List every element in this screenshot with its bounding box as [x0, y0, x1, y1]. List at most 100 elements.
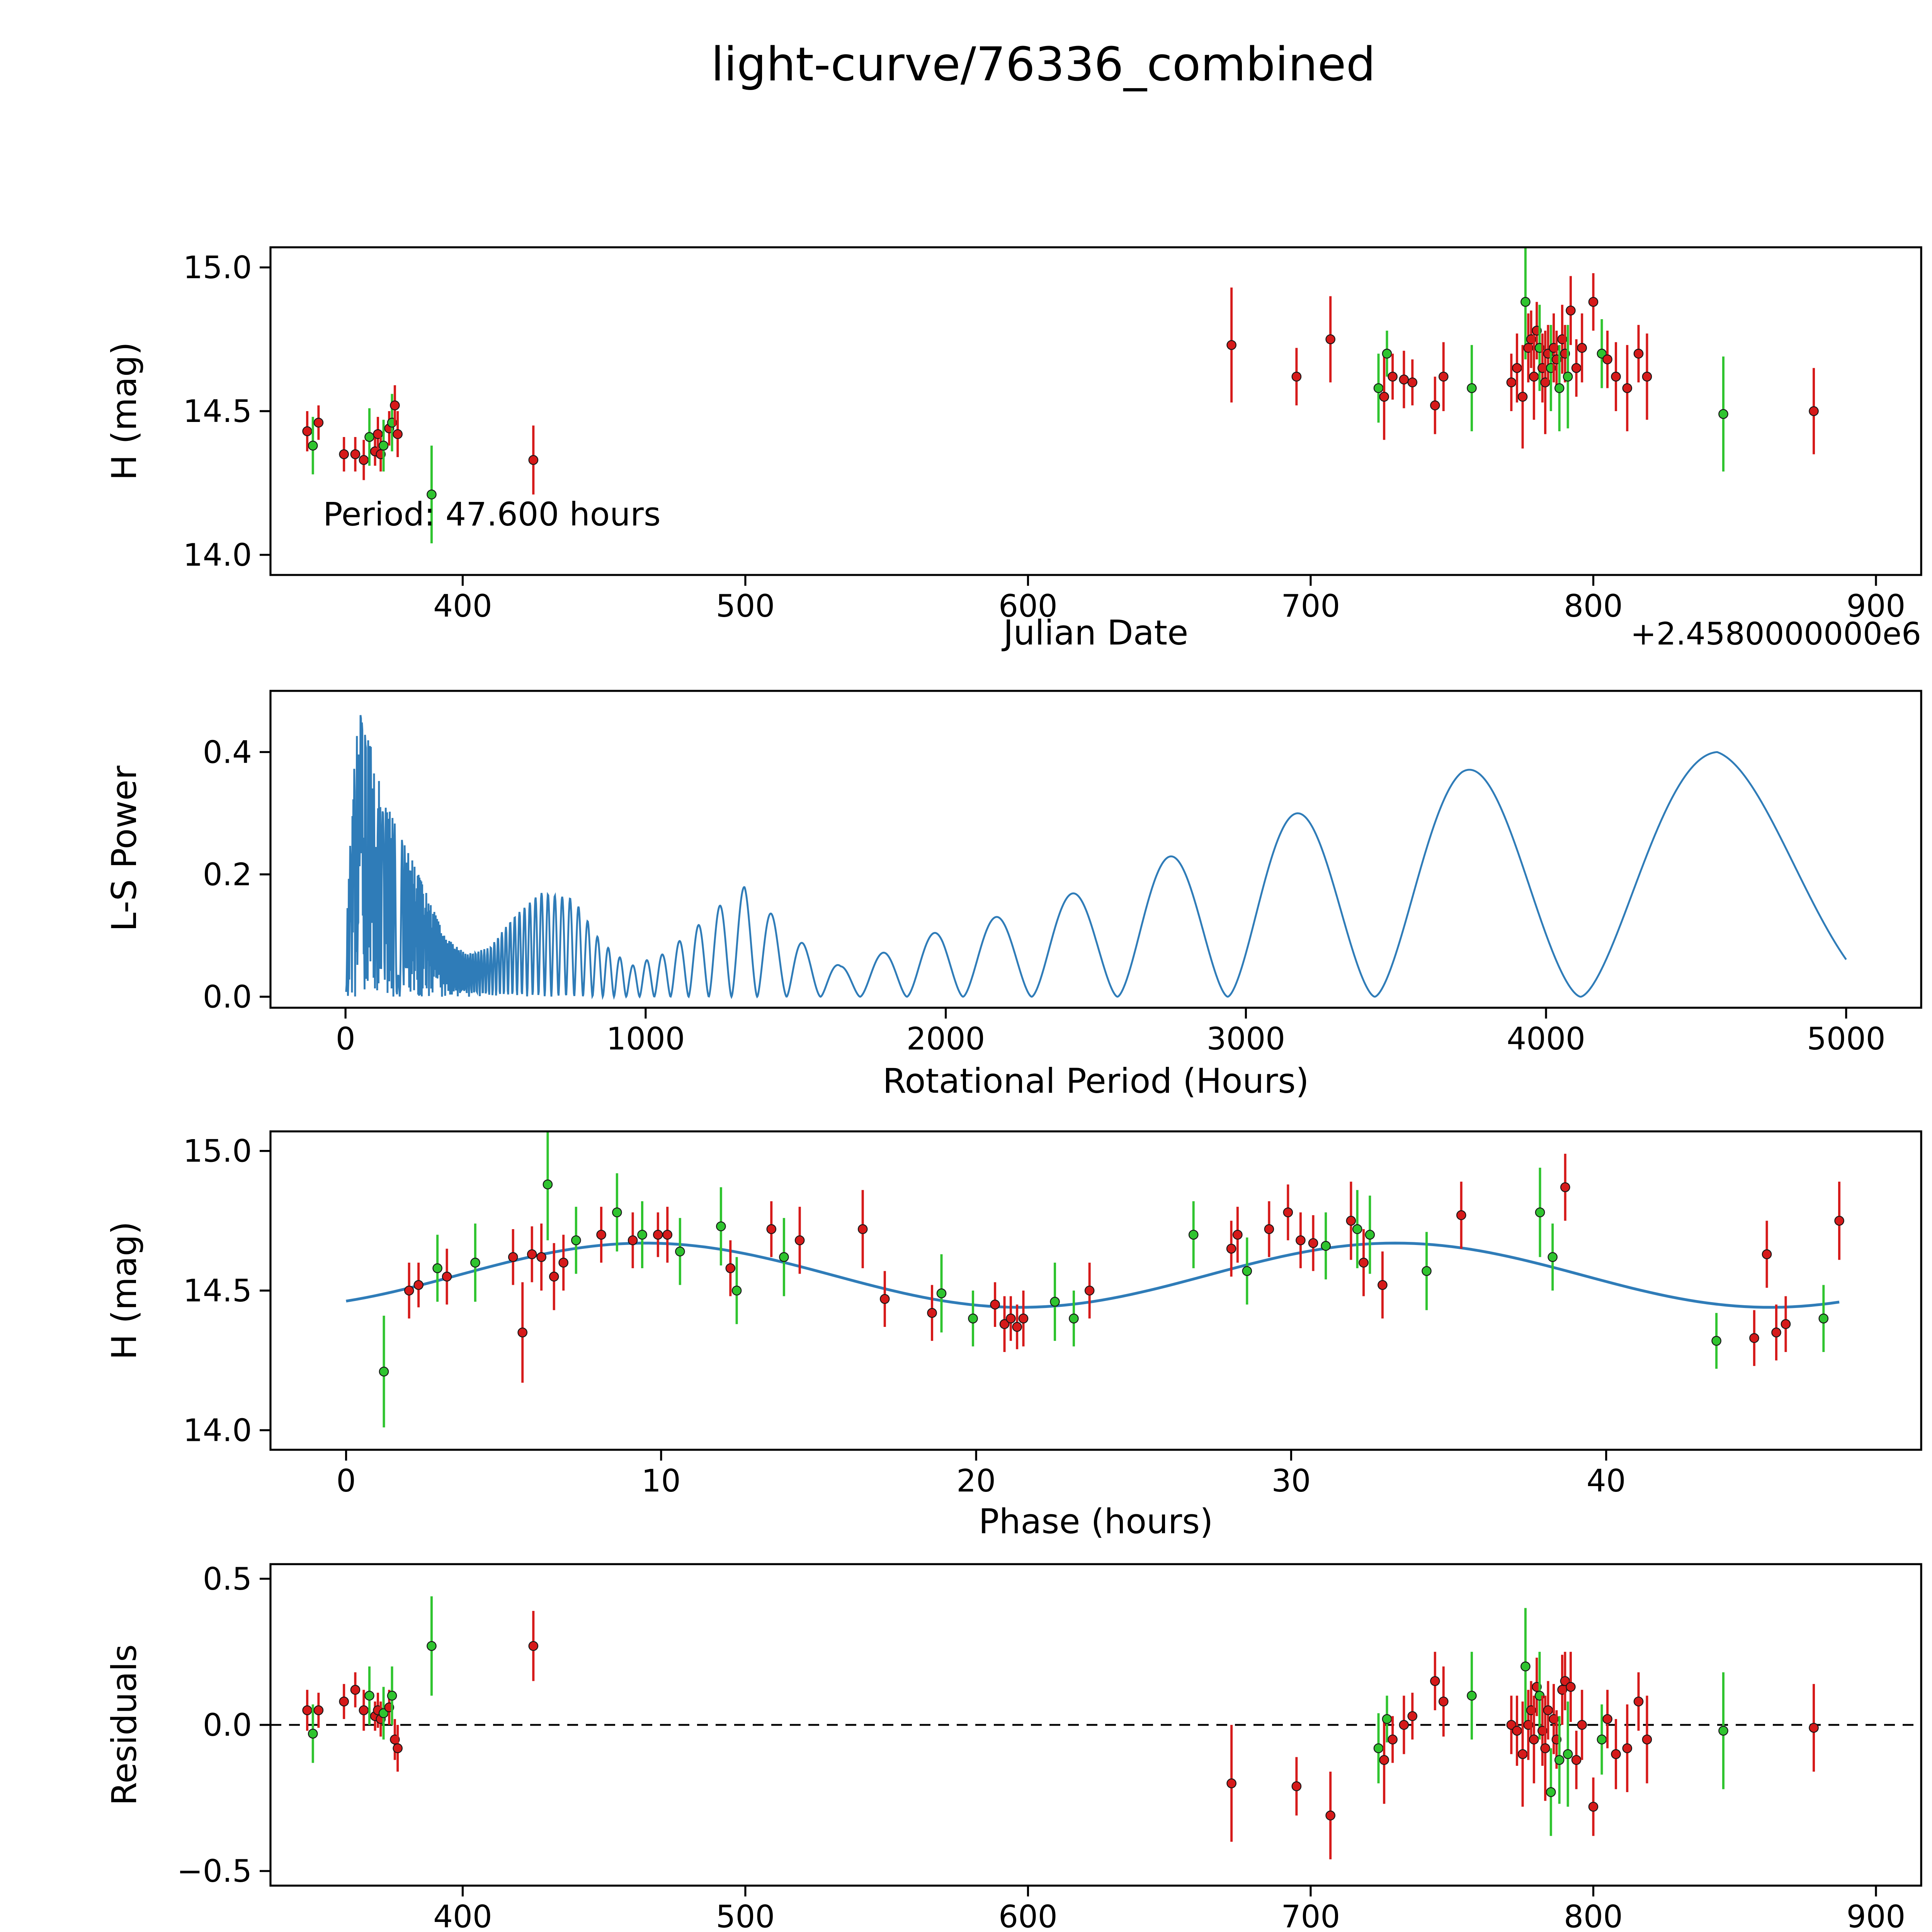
x-tick-label: 20: [956, 1463, 996, 1499]
data-point: [442, 1272, 452, 1282]
data-point: [927, 1308, 937, 1318]
data-point: [1233, 1230, 1243, 1240]
phase-data-layer: [346, 1131, 1844, 1428]
data-point: [879, 1294, 890, 1304]
lightcurve-points: [302, 247, 1819, 544]
data-point: [387, 1690, 397, 1701]
data-point: [1050, 1297, 1060, 1307]
data-point: [1577, 1720, 1587, 1730]
data-point: [350, 449, 361, 459]
lightcurve-x-offset: +2.4580000000e6: [1631, 616, 1921, 652]
x-tick-label: 600: [998, 1899, 1058, 1932]
y-tick-label: 15.0: [183, 1133, 252, 1169]
data-point: [543, 1179, 553, 1190]
data-point: [549, 1272, 559, 1282]
data-point: [1188, 1230, 1199, 1240]
data-point: [794, 1235, 805, 1245]
data-point: [378, 440, 389, 451]
data-point: [508, 1252, 518, 1262]
data-point: [662, 1230, 673, 1240]
data-point: [1588, 1801, 1599, 1812]
data-point: [1422, 1266, 1432, 1276]
data-point: [1554, 383, 1565, 393]
data-point: [716, 1221, 726, 1231]
y-tick-label: 0.4: [203, 734, 252, 770]
data-point: [936, 1288, 947, 1299]
data-point: [1084, 1286, 1095, 1296]
data-point: [1529, 1735, 1539, 1745]
data-point: [364, 1690, 374, 1701]
data-point: [1762, 1249, 1772, 1259]
data-point: [1506, 1720, 1517, 1730]
data-point: [1622, 383, 1633, 393]
axes-frame: [269, 690, 1922, 1009]
data-point: [432, 1263, 442, 1273]
periodogram-xlabel: Rotational Period (Hours): [883, 1061, 1309, 1101]
data-point: [350, 1685, 361, 1695]
x-tick-label: 1000: [606, 1021, 685, 1057]
periodogram-axes: 0 1000 2000 3000 4000 5000 0.0 0.2 0.4: [203, 690, 1922, 1057]
data-point: [1818, 1313, 1829, 1324]
data-point: [1242, 1266, 1252, 1276]
x-tick-label: 600: [998, 588, 1058, 624]
x-tick-label: 30: [1272, 1463, 1311, 1499]
data-point: [1548, 1252, 1558, 1262]
data-point: [1388, 1735, 1398, 1745]
data-point: [1633, 349, 1644, 359]
data-point: [1407, 1711, 1418, 1721]
data-point: [725, 1263, 736, 1273]
data-point: [413, 1280, 423, 1290]
lightcurve-data-layer: [302, 247, 1819, 544]
data-point: [1535, 1207, 1545, 1218]
data-point: [1749, 1333, 1759, 1343]
data-point: [731, 1286, 742, 1296]
data-point: [1834, 1216, 1844, 1226]
plot-residuals: 400 500 600 700 800 900 −0.5 0.0 0.5: [177, 1561, 1922, 1932]
periodogram-data-layer: [345, 715, 1847, 1000]
data-point: [364, 432, 374, 442]
lightcurve-xlabel: Julian Date: [1002, 613, 1189, 653]
periodogram-ylabel: L-S Power: [104, 765, 144, 932]
residuals-points: [302, 1596, 1819, 1859]
data-point: [1560, 1676, 1570, 1686]
data-point: [675, 1247, 685, 1257]
panel-lightcurve: 400 500 600 700 800 900 14.0 14.5 15.0 H (mag) J…: [104, 246, 1922, 653]
data-point: [1346, 1216, 1356, 1226]
data-point: [1529, 371, 1539, 382]
panel-periodogram: 0 1000 2000 3000 4000 5000 0.0 0.2 0.4 L-S Power…: [104, 690, 1922, 1101]
data-point: [1226, 340, 1236, 350]
data-point: [1006, 1313, 1016, 1324]
data-point: [1588, 297, 1599, 307]
x-tick-label: 0: [336, 1021, 355, 1057]
periodogram-curve: [345, 715, 1847, 1000]
data-point: [1560, 1182, 1570, 1192]
data-point: [1018, 1313, 1029, 1324]
data-point: [470, 1257, 480, 1268]
y-tick-label: 14.0: [183, 1412, 252, 1448]
x-tick-label: 3000: [1207, 1021, 1286, 1057]
data-point: [517, 1327, 528, 1338]
data-point: [990, 1299, 1000, 1310]
data-point: [1571, 363, 1582, 373]
data-point: [1325, 334, 1335, 344]
data-point: [653, 1230, 663, 1240]
phase-fit-curve: [346, 1242, 1840, 1309]
x-tick-label: 500: [716, 1899, 775, 1932]
data-point: [1382, 1714, 1392, 1724]
data-point: [1378, 1280, 1388, 1290]
data-point: [1520, 297, 1531, 307]
data-point: [571, 1235, 581, 1245]
data-point: [1642, 1735, 1652, 1745]
data-point: [1291, 1781, 1302, 1791]
data-point: [359, 455, 369, 465]
x-tick-label: 4000: [1507, 1021, 1585, 1057]
data-point: [779, 1252, 789, 1262]
data-point: [1438, 1696, 1449, 1707]
residuals-ylabel: Residuals: [104, 1644, 144, 1805]
phase-ylabel: H (mag): [104, 1221, 144, 1360]
data-point: [1283, 1207, 1293, 1218]
data-point: [1069, 1313, 1079, 1324]
data-point: [1373, 1743, 1384, 1753]
data-point: [1602, 354, 1612, 364]
